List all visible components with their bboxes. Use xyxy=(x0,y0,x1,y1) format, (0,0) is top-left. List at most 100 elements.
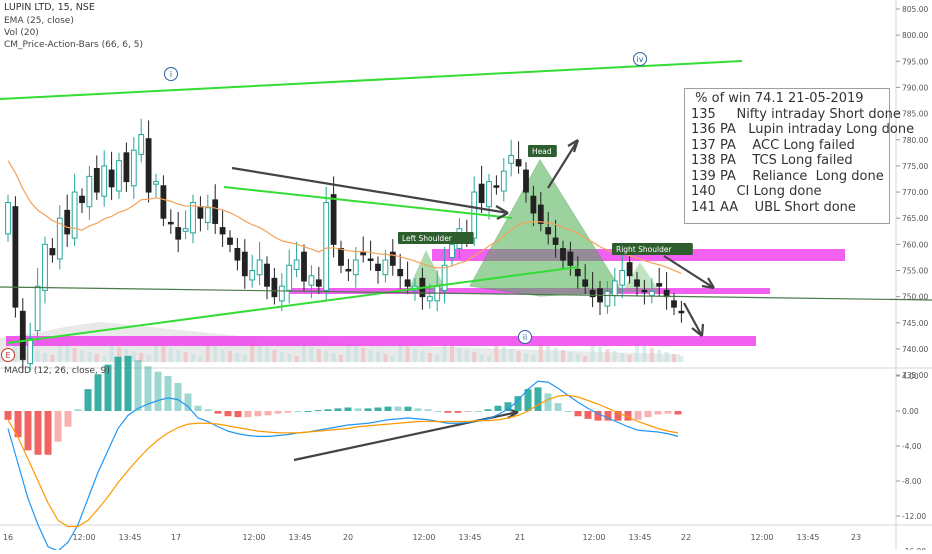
candle-body xyxy=(574,268,581,277)
volume-bar xyxy=(13,345,18,362)
volume-bar xyxy=(479,354,484,362)
volume-bar xyxy=(672,354,676,362)
volume-bar xyxy=(324,351,329,362)
macd-histogram-bar xyxy=(154,371,162,411)
macd-histogram-bar xyxy=(464,411,472,412)
macd-histogram-bar xyxy=(494,405,502,411)
y-tick-label: 740.00 xyxy=(902,345,928,354)
macd-histogram-bar xyxy=(224,411,232,417)
volume-bar xyxy=(205,345,210,362)
volume-bar xyxy=(649,348,654,362)
candle-body xyxy=(49,248,56,256)
volume-bar xyxy=(87,352,92,362)
notes-line: 135 Nifty intraday Short done xyxy=(691,106,901,122)
x-tick-label: 16 xyxy=(3,533,13,542)
volume-bar xyxy=(65,346,70,362)
macd-histogram-bar xyxy=(384,406,392,411)
x-tick-label: 12:00 xyxy=(242,533,265,542)
x-tick-label: 12:00 xyxy=(412,533,435,542)
volume-bar xyxy=(376,352,380,362)
volume-bar xyxy=(501,347,506,362)
volume-bar xyxy=(346,344,351,362)
trend-arrow-head xyxy=(495,205,509,220)
volume-bar xyxy=(272,350,277,362)
macd-histogram-bar xyxy=(634,411,642,420)
candle-body xyxy=(241,251,248,277)
candle-body xyxy=(367,258,374,261)
candle-body xyxy=(315,279,322,287)
candle-body xyxy=(293,259,300,270)
macd-histogram-bar xyxy=(44,411,52,455)
candle-body xyxy=(375,263,381,271)
volume-bar xyxy=(620,353,625,362)
volume-bar xyxy=(242,355,247,362)
macd-tick-label: -8.00 xyxy=(902,477,922,486)
volume-bar xyxy=(442,344,447,362)
right-shoulder-label-bg xyxy=(612,243,693,255)
left-shoulder-shape xyxy=(408,250,446,290)
candle-body xyxy=(604,290,611,307)
volume-bar xyxy=(405,347,410,362)
macd-tick-label: -4.00 xyxy=(902,442,922,451)
macd-histogram-bar xyxy=(514,396,522,411)
trend-arrow xyxy=(663,255,715,289)
macd-histogram-bar xyxy=(184,393,192,411)
candle-body xyxy=(345,268,352,272)
candle-body xyxy=(589,289,596,298)
macd-histogram-bar xyxy=(134,360,142,411)
candle-body xyxy=(626,262,633,277)
y-tick-label: 735.00 xyxy=(902,371,928,380)
x-tick-label: 22 xyxy=(681,533,691,542)
candle-body xyxy=(12,206,19,308)
notes-line: 139 PA Reliance Long done xyxy=(691,168,884,184)
volume-bar xyxy=(235,353,240,362)
candle-body xyxy=(619,270,626,286)
upper-trendline xyxy=(0,60,743,100)
volume-bar xyxy=(575,354,580,362)
macd-histogram-bar xyxy=(194,405,202,411)
macd-histogram-bar xyxy=(374,407,382,411)
candle-body xyxy=(567,251,574,266)
candle-body xyxy=(500,170,507,192)
y-tick-label: 790.00 xyxy=(902,83,928,92)
y-tick-label: 795.00 xyxy=(902,57,928,66)
wave-label-e-circle xyxy=(1,348,15,362)
volume-bar xyxy=(516,351,521,362)
candle-body xyxy=(116,160,122,192)
macd-histogram-bar xyxy=(64,411,72,427)
notes-line: 136 PA Lupin intraday Long done xyxy=(691,122,915,137)
trend-arrow-head xyxy=(701,277,715,290)
wave-label-i-circle xyxy=(164,67,178,81)
macd-histogram-bar xyxy=(534,387,542,411)
volume-bar xyxy=(435,355,440,362)
candle-body xyxy=(286,264,293,291)
macd-histogram-bar xyxy=(144,366,152,411)
candle-body xyxy=(449,243,455,258)
y-tick-label: 760.00 xyxy=(902,240,928,249)
candle-body xyxy=(5,202,11,235)
volume-bar xyxy=(146,355,151,362)
y-tick-label: 755.00 xyxy=(902,267,928,276)
candle-body xyxy=(560,248,566,261)
candle-body xyxy=(523,169,529,193)
volume-bar xyxy=(627,355,632,362)
symbol-title: LUPIN LTD, 15, NSE xyxy=(4,2,95,13)
macd-legend: MACD (12, 26, close, 9) xyxy=(4,366,110,376)
macd-histogram-bar xyxy=(324,409,332,411)
candle-body xyxy=(404,279,411,287)
volume-bar xyxy=(472,352,477,362)
volume-bar xyxy=(561,350,565,362)
macd-tick-label: 4.00 xyxy=(902,372,919,381)
macd-histogram-bar xyxy=(584,411,592,419)
volume-bar xyxy=(309,347,314,362)
candle-body xyxy=(190,202,196,234)
candle-body xyxy=(382,259,389,276)
wave-label-iv: iv xyxy=(637,55,644,64)
y-tick-label: 745.00 xyxy=(902,319,928,328)
volume-bar xyxy=(531,355,536,362)
macd-histogram-bar xyxy=(124,355,132,411)
volume-bar xyxy=(339,355,343,362)
volume-bar xyxy=(191,354,195,362)
